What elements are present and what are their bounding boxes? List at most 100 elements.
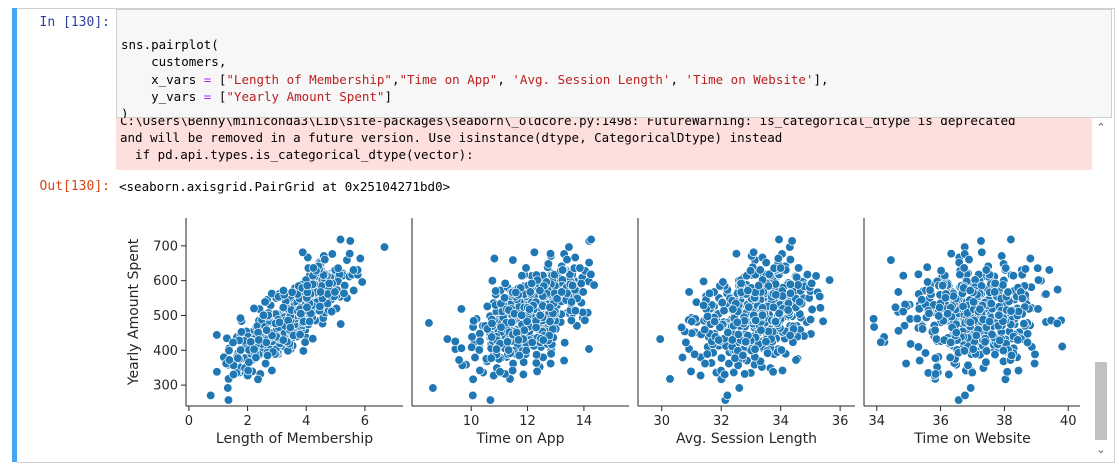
scatter-point [917, 324, 928, 334]
scatter-point [349, 285, 359, 296]
scatter-point [1003, 287, 1013, 297]
scatter-point [976, 236, 986, 246]
scatter-point [1029, 358, 1040, 369]
scatter-point [486, 353, 496, 363]
scatter-point [223, 383, 233, 393]
scatter-point [824, 275, 835, 285]
scatter-point [722, 390, 733, 401]
scatter-point [981, 346, 992, 356]
scatter-point [524, 304, 535, 314]
y-axis-label: Yearly Amount Spent [126, 238, 142, 386]
scatter-point [251, 352, 261, 363]
scatter-point [543, 259, 554, 269]
scatter-point [246, 337, 256, 347]
scroll-up-icon[interactable]: ⌃ [1096, 121, 1106, 134]
scatter-point [689, 349, 700, 359]
code-token: 'Time on Website' [685, 71, 814, 87]
scatter-point [936, 266, 946, 276]
scatter-point [206, 390, 216, 401]
scatter-point [901, 358, 911, 369]
scatter-point [469, 316, 479, 326]
scatter-point [807, 304, 817, 315]
scatter-point [302, 280, 312, 291]
scatter-point [267, 365, 277, 376]
stderr-line: if pd.api.types.is_categorical_dtype(vec… [120, 147, 474, 162]
scatter-point [966, 383, 976, 393]
scatter-point [898, 271, 908, 281]
scatter-point [482, 301, 492, 312]
scatter-point [995, 335, 1005, 346]
scatter-point [686, 366, 696, 377]
scatter-point [467, 332, 477, 342]
scatter-point [545, 249, 556, 259]
scatter-point [714, 335, 724, 345]
scatter-point [545, 316, 555, 327]
scatter-point [557, 287, 567, 297]
scatter-point [718, 277, 728, 287]
code-token: [ [211, 88, 227, 104]
scatter-point [964, 254, 974, 265]
scatter-point [1008, 271, 1019, 281]
scatter-point [717, 298, 727, 308]
scatter-point [487, 332, 497, 342]
scatter-point [893, 326, 904, 336]
code-text[interactable]: sns.pairplot( customers, x_vars = ["Leng… [121, 36, 829, 122]
scatter-point [728, 304, 738, 314]
scatter-point [955, 269, 965, 280]
scatter-point [756, 325, 766, 335]
scatter-point [930, 325, 940, 335]
scatter-point [519, 357, 529, 367]
scatter-point [990, 287, 1000, 297]
scatter-point [805, 314, 816, 325]
scatter-point [489, 253, 500, 264]
scatter-point [795, 297, 805, 307]
scatter-point [1002, 367, 1012, 377]
scatter-point [212, 367, 222, 377]
scatter-point [345, 236, 355, 246]
scatter-point [424, 318, 434, 328]
scatter-point [379, 242, 390, 252]
scatter-point [723, 327, 733, 338]
x-tick-label: 0 [185, 414, 193, 429]
scatter-point [764, 269, 774, 279]
scatter-point [335, 234, 346, 245]
scatter-point [243, 365, 253, 376]
scatter-point [315, 287, 326, 297]
scatter-point [278, 302, 288, 313]
scatter-point [559, 355, 569, 366]
scatter-point [521, 345, 531, 356]
scatter-point [732, 317, 742, 327]
scatter-point [567, 280, 578, 291]
scatter-point [300, 337, 310, 347]
scatter-point [898, 306, 908, 317]
scatter-point [719, 306, 729, 316]
output-repr: <seaborn.axisgrid.PairGrid at 0x25104271… [119, 179, 451, 194]
scatter-point [986, 298, 996, 309]
scatter-point [968, 297, 979, 307]
scatter-point [785, 288, 796, 298]
output-prompt: Out[130]: [39, 179, 110, 194]
scatter-point [771, 290, 781, 300]
scatter-point [1000, 374, 1011, 384]
code-token: = [203, 88, 212, 104]
scatter-point [235, 313, 246, 323]
code-editor[interactable]: sns.pairplot( customers, x_vars = ["Leng… [116, 9, 1112, 121]
scatter-point [249, 303, 259, 314]
scroll-down-icon[interactable]: ⌄ [1096, 443, 1106, 456]
scatter-point [1033, 275, 1044, 285]
scatter-point [981, 265, 991, 275]
scatter-point [971, 330, 981, 341]
scatter-point [944, 369, 954, 380]
pairplot-figure: 300 400 500 600 700 Yearly Amount Spent 0 2 4 6 Le… [126, 218, 1080, 447]
x-tick-label: 4 [302, 414, 310, 429]
scatter-point [695, 370, 706, 381]
code-token: ], [813, 71, 829, 87]
scatter-point [302, 302, 312, 312]
scatter-point [502, 337, 513, 347]
scatter-point [934, 311, 944, 321]
scatter-point [572, 321, 582, 331]
scatter-point [922, 277, 933, 287]
scatter-point [278, 335, 288, 345]
output-scrollbar-thumb[interactable] [1095, 362, 1107, 440]
